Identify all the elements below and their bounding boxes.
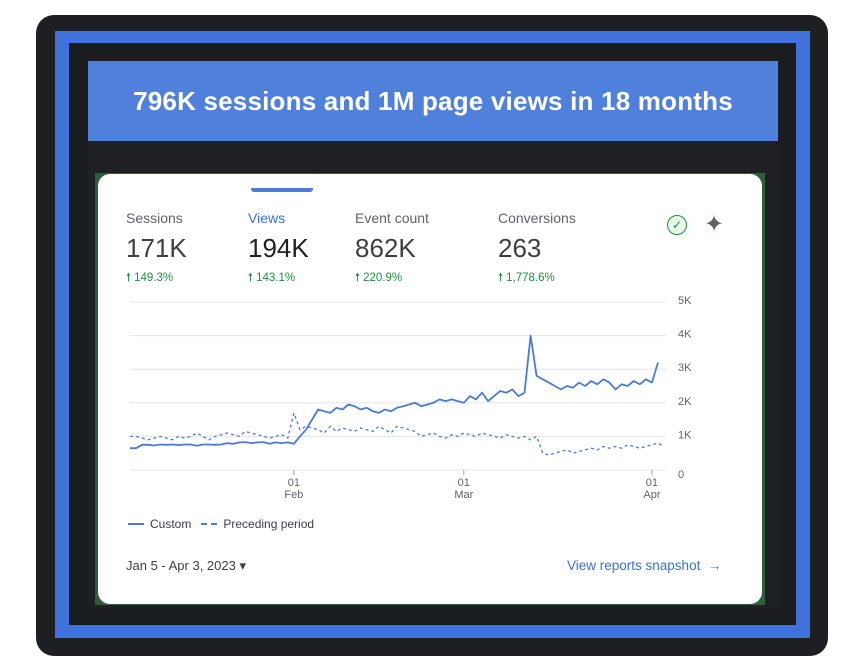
date-range-selector[interactable]: Jan 5 - Apr 3, 2023 ▾: [126, 558, 246, 574]
metric-views[interactable]: Views 194K 🠕 143.1%: [248, 210, 309, 289]
view-reports-snapshot-link[interactable]: View reports snapshot →: [567, 558, 721, 573]
metric-label: Event count: [355, 210, 429, 226]
y-tick-label: 1K: [678, 429, 692, 441]
series-line-preceding-period: [130, 412, 665, 456]
active-tab-indicator: [251, 188, 313, 192]
metric-value: 263: [498, 233, 542, 263]
caret-down-icon: ▾: [239, 558, 247, 573]
y-tick-label: 5K: [678, 295, 692, 307]
arrow-up-icon: 🠕: [248, 272, 253, 284]
metric-label: Conversions: [498, 210, 576, 226]
x-tick-month: Feb: [284, 489, 303, 501]
arrow-right-icon: →: [704, 558, 722, 573]
metric-label: Sessions: [126, 210, 183, 226]
x-tick-month: Mar: [454, 489, 473, 501]
y-tick-label: 3K: [678, 362, 692, 374]
y-tick-label: 2K: [678, 396, 692, 408]
metric-change: 🠕 149.3%: [126, 270, 187, 289]
metric-sessions[interactable]: Sessions 171K 🠕 149.3%: [126, 210, 187, 289]
metric-change: 🠕 1,778.6%: [498, 270, 576, 289]
metric-change-value: 149.3%: [134, 272, 174, 284]
x-tick-day: 01: [646, 477, 658, 489]
x-tick-month: Apr: [643, 489, 660, 501]
metric-change-value: 143.1%: [256, 272, 296, 284]
y-tick-label: 0: [678, 469, 684, 481]
metric-event-count[interactable]: Event count 862K 🠕 220.9%: [355, 210, 429, 289]
legend-label-preceding: Preceding period: [223, 517, 315, 531]
metric-change: 🠕 220.9%: [355, 270, 429, 289]
check-circle-icon[interactable]: ✓: [667, 215, 687, 235]
metric-change-value: 220.9%: [363, 272, 403, 284]
y-tick-label: 4K: [678, 329, 692, 341]
legend-swatch-custom: [128, 523, 144, 525]
legend-label-custom: Custom: [150, 517, 192, 531]
analytics-card: Sessions 171K 🠕 149.3% Views 194K 🠕 143.…: [98, 174, 762, 604]
banner: 796K sessions and 1M page views in 18 mo…: [88, 61, 778, 141]
chart-legend: Custom Preceding period: [128, 517, 314, 531]
metric-value: 862K: [355, 233, 416, 263]
metric-change-value: 1,778.6%: [506, 272, 555, 284]
banner-title: 796K sessions and 1M page views in 18 mo…: [133, 85, 733, 116]
x-tick-day: 01: [288, 477, 300, 489]
arrow-up-icon: 🠕: [355, 272, 360, 284]
arrow-up-icon: 🠕: [498, 272, 503, 284]
sparkle-icon[interactable]: ✦: [704, 211, 725, 238]
view-link-label: View reports snapshot: [567, 558, 701, 573]
x-tick-day: 01: [458, 477, 470, 489]
metric-value: 171K: [126, 233, 187, 263]
metric-conversions[interactable]: Conversions 263 🠕 1,778.6%: [498, 210, 576, 289]
metric-label: Views: [248, 210, 286, 226]
metric-value: 194K: [248, 233, 309, 263]
date-range-label: Jan 5 - Apr 3, 2023: [126, 558, 236, 573]
arrow-up-icon: 🠕: [126, 272, 131, 284]
legend-swatch-preceding: [201, 523, 218, 525]
metric-change: 🠕 143.1%: [248, 270, 309, 289]
series-line-custom: [130, 334, 659, 450]
